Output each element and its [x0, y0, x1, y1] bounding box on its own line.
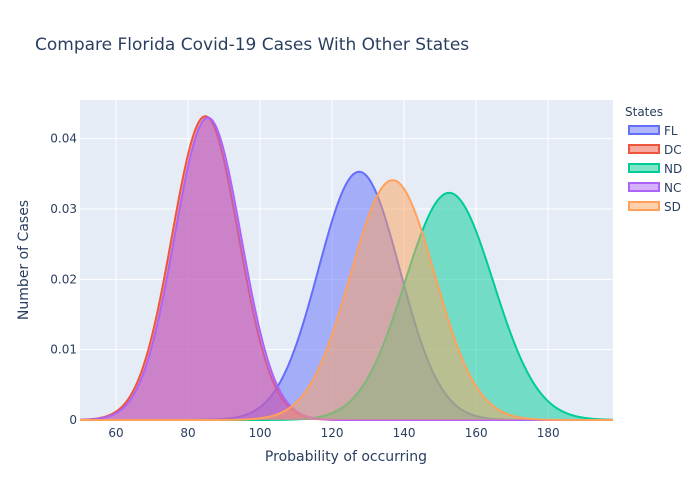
series-group — [79, 115, 614, 421]
x-tick-label: 120 — [321, 426, 344, 440]
legend-item-fl[interactable]: FL — [628, 124, 678, 138]
legend-swatch — [628, 125, 660, 135]
x-tick-label: 140 — [393, 426, 416, 440]
legend-label: NC — [664, 181, 681, 195]
legend-label: FL — [664, 124, 678, 138]
legend-label: ND — [664, 162, 682, 176]
legend-swatch — [628, 182, 660, 192]
x-tick-label: 60 — [108, 426, 123, 440]
legend-swatch — [628, 201, 660, 211]
legend-swatch — [628, 144, 660, 154]
y-tick-label: 0 — [69, 413, 77, 427]
y-tick-label: 0.03 — [50, 202, 77, 216]
legend-item-nd[interactable]: ND — [628, 162, 682, 176]
y-tick-label: 0.01 — [50, 343, 77, 357]
legend-item-nc[interactable]: NC — [628, 181, 681, 195]
series-line-sd[interactable] — [80, 179, 613, 421]
legend-item-sd[interactable]: SD — [628, 200, 681, 214]
x-tick-label: 100 — [249, 426, 272, 440]
series-area-nd[interactable] — [80, 192, 613, 420]
x-axis: 60 80 100 120 140 160 180 — [108, 426, 559, 440]
y-tick-label: 0.02 — [50, 272, 77, 286]
x-axis-title: Probability of occurring — [265, 449, 427, 465]
legend-swatch — [628, 163, 660, 173]
series-area-nc[interactable] — [80, 117, 613, 420]
x-tick-label: 80 — [180, 426, 195, 440]
legend-label: DC — [664, 143, 682, 157]
series-area-sd[interactable] — [80, 180, 613, 420]
chart-title: Compare Florida Covid-19 Cases With Othe… — [35, 35, 469, 55]
legend-title: States — [625, 105, 663, 119]
x-tick-label: 160 — [465, 426, 488, 440]
legend-item-dc[interactable]: DC — [628, 143, 682, 157]
y-axis-title: Number of Cases — [16, 200, 32, 320]
x-tick-label: 180 — [537, 426, 560, 440]
y-tick-label: 0.04 — [50, 132, 77, 146]
y-axis: 0 0.01 0.02 0.03 0.04 — [50, 132, 77, 427]
legend-label: SD — [664, 200, 681, 214]
legend[interactable]: States FL DC ND NC SD — [625, 105, 682, 214]
